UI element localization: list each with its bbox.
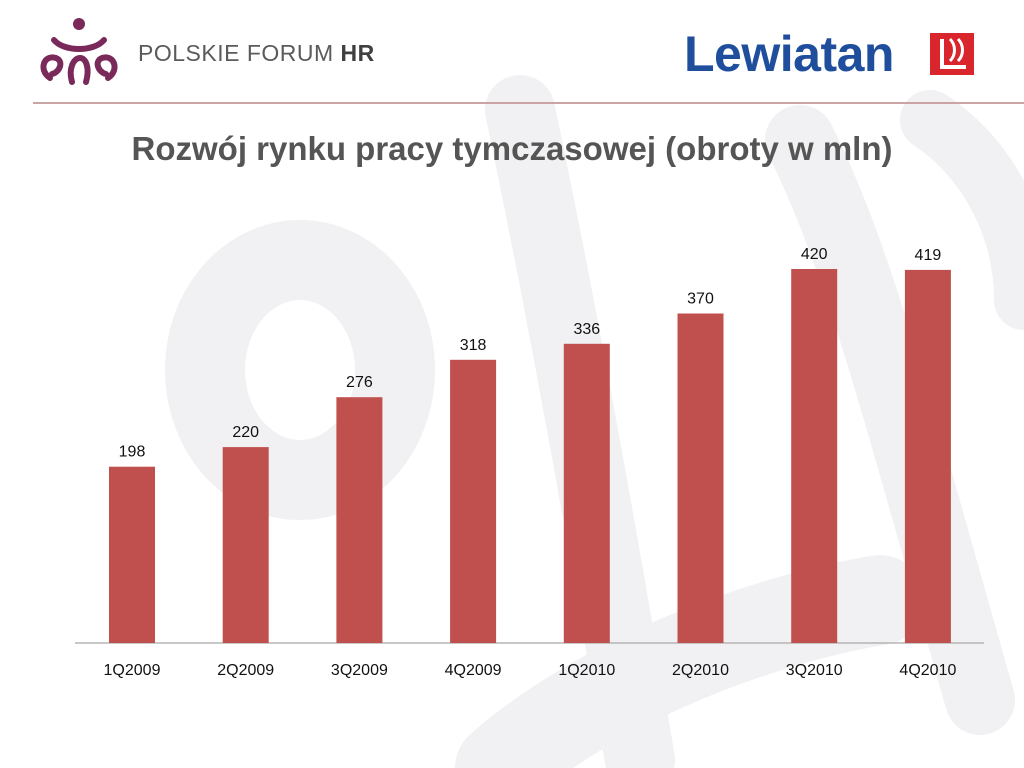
x-tick-label-3Q2010: 3Q2010 [786, 662, 843, 679]
data-label-1Q2010: 336 [573, 321, 600, 338]
x-tick-label-3Q2009: 3Q2009 [331, 662, 388, 679]
brand-left-text: POLSKIE FORUM [138, 40, 334, 66]
data-label-2Q2010: 370 [687, 291, 714, 308]
polskie-forum-hr-logo-icon [40, 18, 118, 85]
data-label-3Q2010: 420 [801, 246, 828, 263]
chart-title: Rozwój rynku pracy tymczasowej (obroty w… [131, 130, 893, 167]
bar-1Q2010 [563, 343, 610, 643]
data-label-2Q2009: 220 [232, 424, 259, 441]
x-tick-label-2Q2010: 2Q2010 [672, 662, 729, 679]
bar-3Q2010 [791, 269, 838, 643]
brand-left-hr-text: HR [340, 40, 375, 66]
slide-header: POLSKIE FORUM HR Lewiatan [0, 0, 1024, 104]
bar-3Q2009 [336, 397, 383, 643]
data-label-4Q2010: 419 [915, 247, 942, 264]
data-label-1Q2009: 198 [119, 444, 146, 461]
data-label-4Q2009: 318 [460, 337, 487, 354]
x-tick-label-4Q2010: 4Q2010 [899, 662, 956, 679]
bar-2Q2009 [222, 447, 269, 643]
polskie-forum-hr-brand: POLSKIE FORUM HR [138, 40, 375, 67]
data-label-3Q2009: 276 [346, 374, 373, 391]
x-tick-label-1Q2010: 1Q2010 [558, 662, 615, 679]
bar-2Q2010 [677, 313, 724, 643]
bar-4Q2009 [450, 359, 497, 643]
bar-1Q2009 [109, 466, 155, 643]
header-divider [33, 102, 1024, 104]
lewiatan-brand: Lewiatan [684, 26, 894, 82]
lewiatan-flag-logo-icon [930, 33, 974, 75]
x-tick-label-4Q2009: 4Q2009 [445, 662, 502, 679]
x-tick-label-1Q2009: 1Q2009 [104, 662, 161, 679]
bar-4Q2010 [904, 269, 951, 643]
x-tick-label-2Q2009: 2Q2009 [217, 662, 274, 679]
